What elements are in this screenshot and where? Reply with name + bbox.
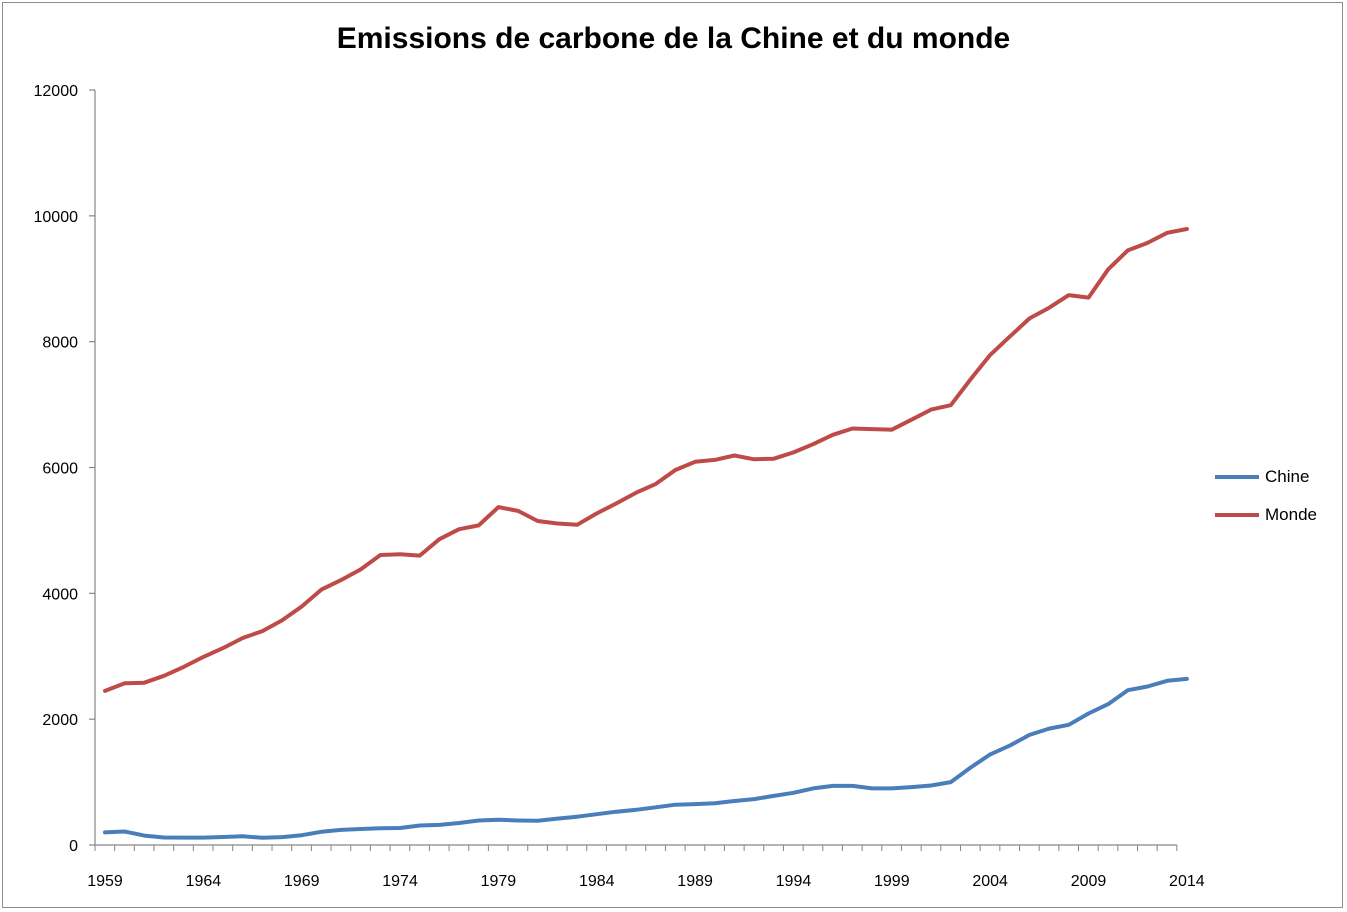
legend-label-chine: Chine (1265, 467, 1310, 486)
legend-item-monde: Monde (1215, 496, 1317, 534)
x-tick-label: 1984 (579, 873, 615, 890)
legend-label-monde: Monde (1265, 505, 1317, 524)
legend-item-chine: Chine (1215, 458, 1317, 496)
y-tick-label: 10000 (34, 209, 79, 226)
series-line-chine (103, 676, 1189, 840)
chart-title: Emissions de carbone de la Chine et du m… (336, 22, 1011, 55)
legend-swatch-chine (1215, 475, 1259, 479)
legend-swatch-monde (1215, 513, 1259, 517)
x-tick-label: 2004 (972, 873, 1008, 890)
x-tick-label: 1969 (284, 873, 320, 890)
y-tick-label: 4000 (42, 586, 78, 603)
legend: Chine Monde (1215, 458, 1317, 534)
x-tick-label: 1959 (87, 873, 123, 890)
y-tick-label: 0 (69, 838, 78, 855)
y-tick-label: 12000 (34, 83, 79, 100)
x-tick-label: 1999 (874, 873, 910, 890)
x-tick-label: 1964 (186, 873, 222, 890)
y-tick-label: 6000 (42, 461, 78, 478)
y-tick-label: 2000 (42, 712, 78, 729)
x-tick-label: 1989 (677, 873, 713, 890)
x-tick-label: 2014 (1169, 873, 1205, 890)
series-line-monde (103, 227, 1189, 693)
x-tick-label: 1994 (776, 873, 812, 890)
y-tick-label: 8000 (42, 335, 78, 352)
x-tick-label: 2009 (1071, 873, 1107, 890)
x-tick-label: 1979 (481, 873, 517, 890)
x-tick-label: 1974 (382, 873, 418, 890)
